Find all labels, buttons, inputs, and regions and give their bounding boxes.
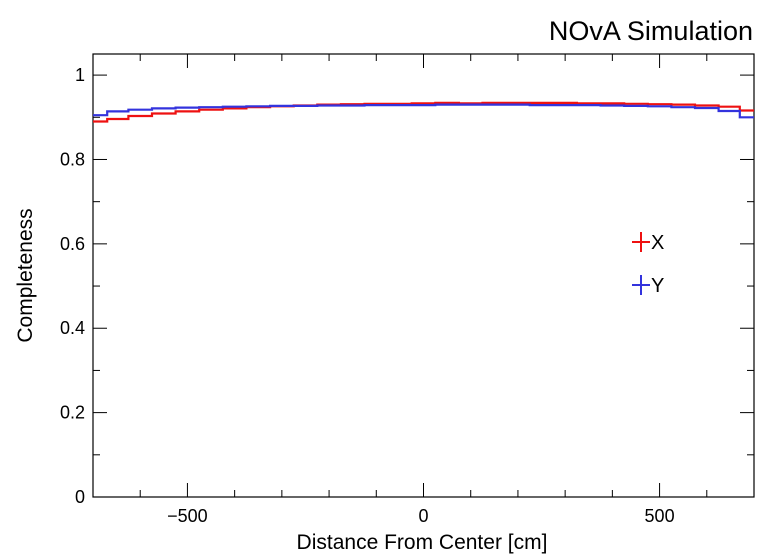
series-line-x xyxy=(93,101,754,123)
y-axis-label: Completeness xyxy=(14,208,37,342)
legend-label-y: Y xyxy=(651,275,664,297)
x-axis-label: Distance From Center [cm] xyxy=(297,531,548,554)
y-tick-labels: 0 0.2 0.4 0.6 0.8 1 xyxy=(60,65,85,507)
series-line-y xyxy=(93,103,754,119)
y-tick-label: 1 xyxy=(75,65,85,85)
x-tick-label: −500 xyxy=(167,506,208,526)
axis-ticks xyxy=(92,54,755,498)
y-tick-label: 0 xyxy=(75,487,85,507)
x-tick-label: 500 xyxy=(645,506,675,526)
y-tick-label: 0.8 xyxy=(60,149,85,169)
simulation-label: NOvA Simulation xyxy=(549,16,753,46)
y-tick-label: 0.6 xyxy=(60,234,85,254)
y-tick-label: 0.2 xyxy=(60,403,85,423)
legend: XY xyxy=(632,232,664,297)
series-lines xyxy=(93,101,754,123)
x-tick-labels: −500 0 500 xyxy=(167,506,674,526)
y-tick-label: 0.4 xyxy=(60,318,85,338)
x-tick-label: 0 xyxy=(418,506,428,526)
legend-label-x: X xyxy=(651,232,664,254)
